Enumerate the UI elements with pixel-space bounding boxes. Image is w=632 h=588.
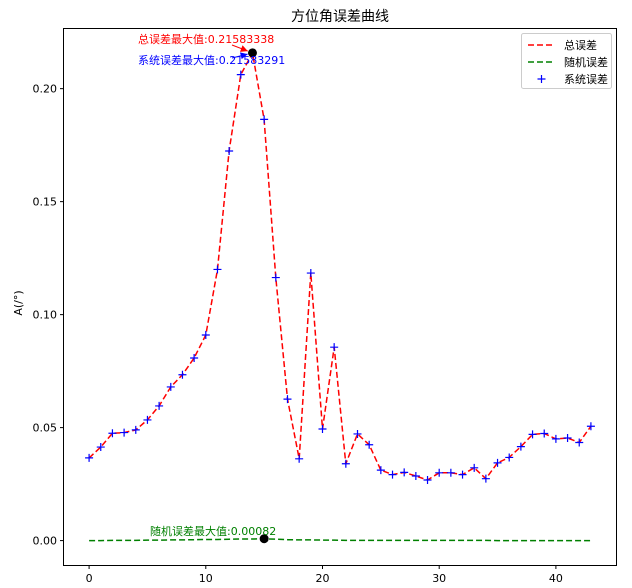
series-marker-2	[586, 422, 595, 431]
series-marker-2	[388, 470, 397, 479]
axes-frame	[63, 28, 617, 566]
series-marker-2	[85, 453, 94, 462]
legend-box	[521, 33, 612, 89]
annotations: 总误差最大值:0.21583338 系统误差最大值:0.21583291 随机误差最…	[138, 32, 285, 538]
annotation-arrowhead	[239, 52, 248, 60]
series-marker-2	[318, 424, 327, 433]
max-point-marker	[247, 48, 257, 58]
series-marker-2	[575, 438, 584, 447]
legend-label: 随机误差	[564, 55, 608, 69]
series-marker-2	[295, 454, 304, 463]
series-marker-2	[446, 468, 455, 477]
series-marker-2	[563, 434, 572, 443]
series-marker-2	[423, 476, 432, 485]
series-marker-2	[155, 401, 164, 410]
y-tick-label: 0.20	[33, 83, 58, 96]
series-marker-2	[470, 463, 479, 472]
series-marker-2	[376, 466, 385, 475]
series-marker-2	[225, 147, 234, 156]
x-tick-label: 30	[432, 572, 446, 585]
series-marker-2	[458, 470, 467, 479]
series-marker-2	[353, 429, 362, 438]
series-marker-2	[435, 468, 444, 477]
series-marker-2	[190, 354, 199, 363]
series-marker-2	[551, 434, 560, 443]
chart-title: 方位角误差曲线	[291, 9, 389, 25]
legend-label: 总误差	[564, 38, 597, 52]
x-tick-label: 10	[199, 572, 213, 585]
series-marker-2	[178, 370, 187, 379]
y-tick-label: 0.10	[33, 309, 58, 322]
series-marker-2	[493, 458, 502, 467]
x-tick-label: 20	[315, 572, 329, 585]
annotation-text: 总误差最大值:0.21583338	[138, 32, 274, 46]
series-marker-2	[481, 474, 490, 483]
series-marker-2	[516, 442, 525, 451]
series-marker-2	[341, 459, 350, 468]
x-tick-label: 40	[549, 572, 563, 585]
series-marker-2	[540, 429, 549, 438]
series-marker-2	[330, 343, 339, 352]
annotation-text: 随机误差最大值:0.00082	[150, 524, 276, 538]
y-tick-label: 0.00	[33, 535, 58, 548]
legend-swatch-2	[537, 75, 546, 83]
series-marker-2	[411, 471, 420, 480]
series-marker-2	[505, 453, 514, 462]
max-point-marker	[259, 534, 269, 544]
series-marker-2	[271, 273, 280, 282]
legend-label: 系统误差	[564, 72, 608, 86]
series-line-1	[89, 538, 591, 542]
series-marker-2	[201, 330, 210, 339]
series-marker-2	[528, 430, 537, 439]
x-tick-label: 0	[86, 572, 93, 585]
series-marker-2	[306, 269, 315, 278]
axis-ticks: 0 10 20 30 40 0.00 0.05 0.10 0.15 0.20	[33, 83, 563, 585]
annotation-text: 系统误差最大值:0.21583291	[138, 53, 285, 67]
series-marker-2	[131, 425, 140, 434]
annotation-arrowhead	[240, 45, 248, 52]
series-marker-2	[120, 428, 129, 437]
series-marker-2	[236, 70, 245, 79]
y-axis-label: A(/°)	[12, 290, 25, 315]
series-marker-2	[213, 265, 222, 274]
series-marker-2	[96, 443, 105, 452]
y-tick-label: 0.05	[33, 422, 58, 435]
series-marker-2	[260, 115, 269, 124]
series-marker-2	[365, 440, 374, 449]
series-marker-2	[143, 415, 152, 424]
series-marker-2	[108, 429, 117, 438]
plot-area	[85, 48, 595, 544]
y-tick-label: 0.15	[33, 196, 58, 209]
series-marker-2	[283, 395, 292, 404]
series-marker-2	[400, 468, 409, 477]
series-marker-2	[166, 382, 175, 391]
